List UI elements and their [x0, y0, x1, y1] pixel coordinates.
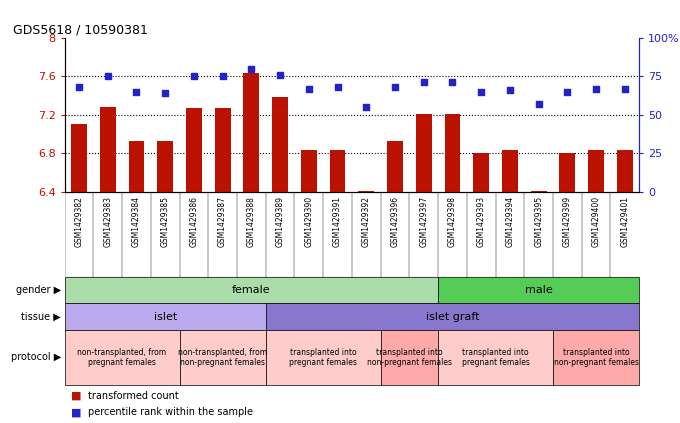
Text: GSM1429400: GSM1429400 [592, 196, 600, 247]
Bar [588, 150, 604, 423]
Text: GDS5618 / 10590381: GDS5618 / 10590381 [13, 24, 148, 36]
Text: protocol ▶: protocol ▶ [11, 352, 61, 363]
Point [73, 84, 84, 91]
Point [390, 84, 401, 91]
Text: tissue ▶: tissue ▶ [22, 312, 61, 321]
Text: GSM1429385: GSM1429385 [160, 196, 169, 247]
Text: non-transplanted, from
non-pregnant females: non-transplanted, from non-pregnant fema… [178, 348, 267, 367]
Bar [243, 73, 259, 423]
Text: GSM1429392: GSM1429392 [362, 196, 371, 247]
Text: gender ▶: gender ▶ [16, 285, 61, 295]
Text: GSM1429384: GSM1429384 [132, 196, 141, 247]
Bar [157, 141, 173, 423]
Point [275, 71, 286, 78]
Bar [416, 114, 432, 423]
Text: transplanted into
pregnant females: transplanted into pregnant females [289, 348, 357, 367]
Text: GSM1429401: GSM1429401 [620, 196, 629, 247]
Text: percentile rank within the sample: percentile rank within the sample [88, 407, 254, 418]
Point [131, 88, 142, 95]
Bar [445, 114, 460, 423]
Point [476, 88, 487, 95]
Text: transformed count: transformed count [88, 390, 179, 401]
Text: non-transplanted, from
pregnant females: non-transplanted, from pregnant females [78, 348, 167, 367]
Text: GSM1429388: GSM1429388 [247, 196, 256, 247]
Bar [387, 141, 403, 423]
Point [361, 104, 372, 110]
Bar [330, 150, 345, 423]
Text: GSM1429382: GSM1429382 [75, 196, 84, 247]
Bar [301, 150, 317, 423]
Text: islet graft: islet graft [426, 312, 479, 321]
Point [332, 84, 343, 91]
Point [303, 85, 314, 92]
Text: GSM1429396: GSM1429396 [390, 196, 399, 247]
Point [246, 65, 257, 72]
Bar [215, 108, 231, 423]
Text: male: male [525, 285, 553, 295]
Text: GSM1429395: GSM1429395 [534, 196, 543, 247]
Text: GSM1429393: GSM1429393 [477, 196, 486, 247]
Text: GSM1429394: GSM1429394 [505, 196, 514, 247]
Text: GSM1429399: GSM1429399 [563, 196, 572, 247]
Point [591, 85, 602, 92]
Point [447, 79, 458, 86]
Text: GSM1429397: GSM1429397 [420, 196, 428, 247]
Text: transplanted into
pregnant females: transplanted into pregnant females [462, 348, 530, 367]
Text: female: female [232, 285, 271, 295]
Bar [560, 154, 575, 423]
Point [217, 73, 228, 80]
Bar [358, 191, 374, 423]
Text: islet: islet [154, 312, 177, 321]
Point [418, 79, 429, 86]
Point [188, 73, 199, 80]
Bar [100, 107, 116, 423]
Text: GSM1429387: GSM1429387 [218, 196, 227, 247]
Point [505, 87, 515, 93]
Bar [617, 150, 632, 423]
Point [160, 90, 171, 96]
Text: GSM1429391: GSM1429391 [333, 196, 342, 247]
Point [619, 85, 630, 92]
Text: transplanted into
non-pregnant females: transplanted into non-pregnant females [554, 348, 639, 367]
Text: GSM1429386: GSM1429386 [190, 196, 199, 247]
Point [533, 101, 544, 107]
Bar [502, 150, 517, 423]
Text: GSM1429383: GSM1429383 [103, 196, 112, 247]
Text: transplanted into
non-pregnant females: transplanted into non-pregnant females [367, 348, 452, 367]
Point [102, 73, 113, 80]
Bar [129, 141, 144, 423]
Text: ■: ■ [71, 390, 86, 401]
Bar [473, 154, 489, 423]
Point [562, 88, 573, 95]
Bar [272, 97, 288, 423]
Bar [71, 124, 87, 423]
Text: GSM1429390: GSM1429390 [305, 196, 313, 247]
Text: GSM1429398: GSM1429398 [448, 196, 457, 247]
Text: GSM1429389: GSM1429389 [275, 196, 284, 247]
Bar [186, 108, 202, 423]
Bar [531, 191, 547, 423]
Text: ■: ■ [71, 407, 86, 418]
